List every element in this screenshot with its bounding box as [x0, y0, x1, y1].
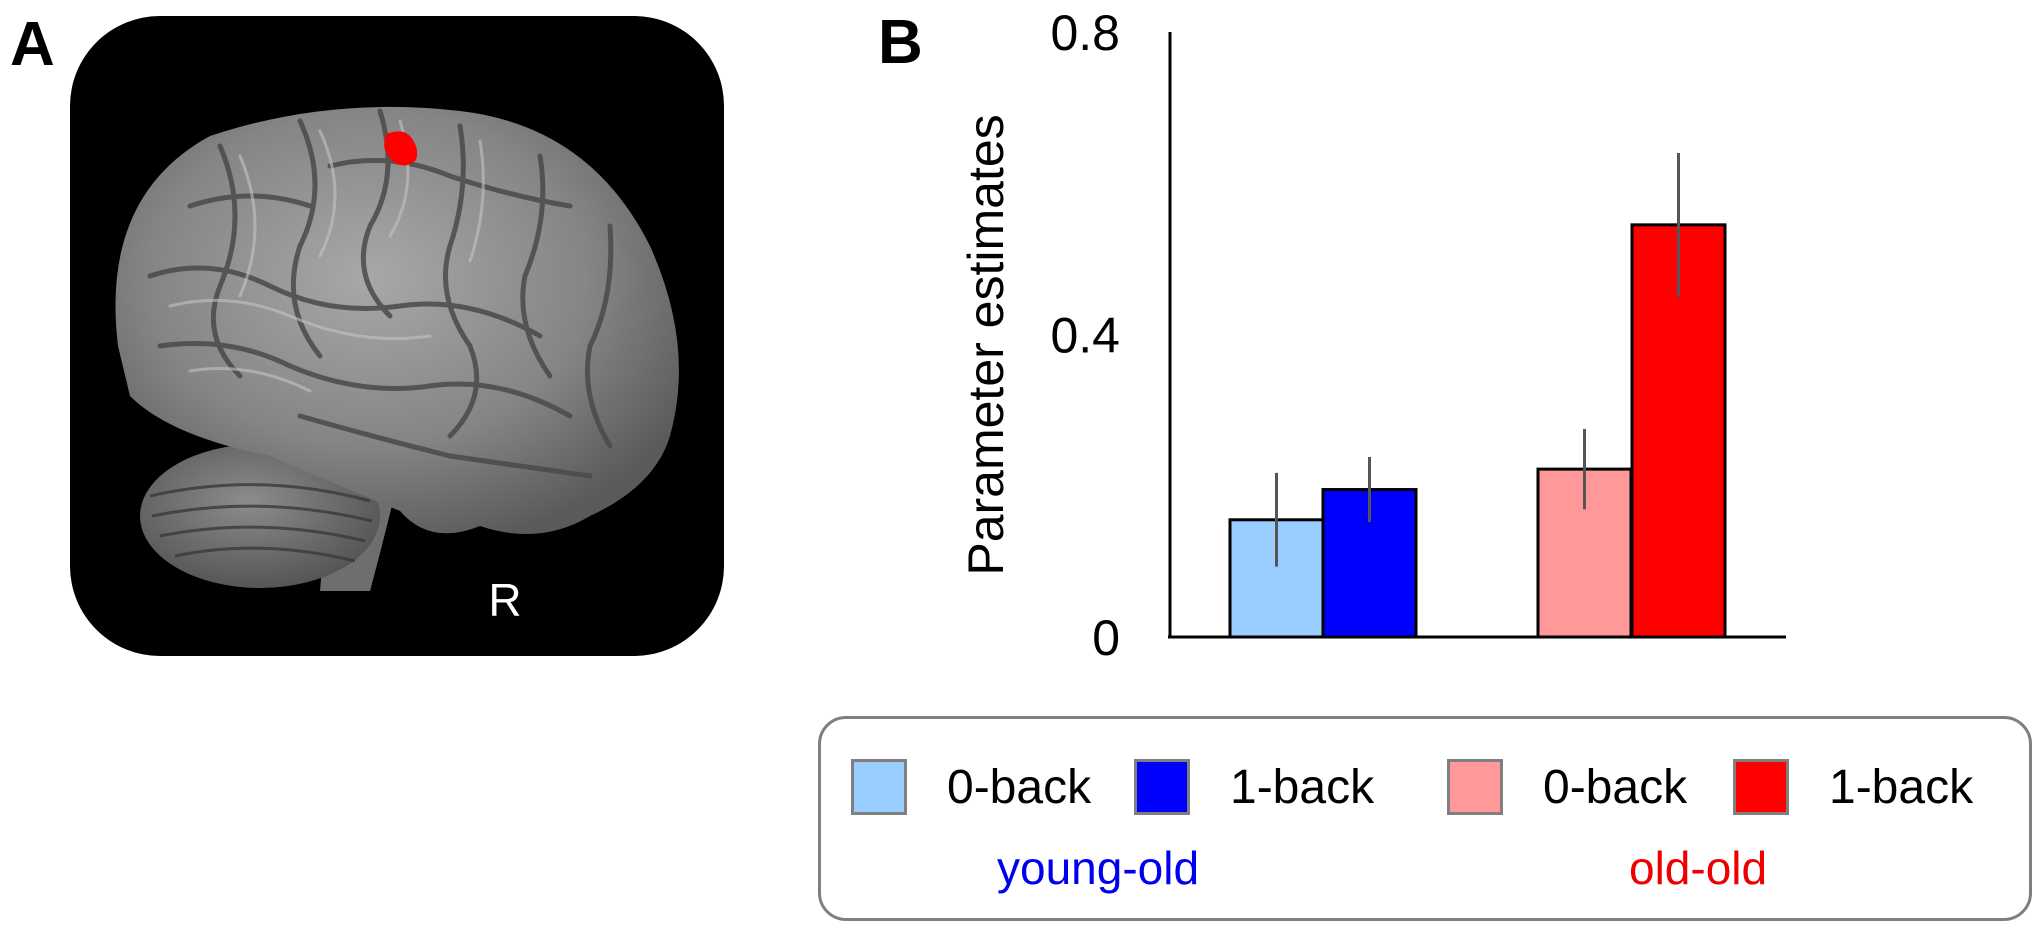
legend-label: 1-back: [1230, 760, 1375, 814]
hemisphere-label: R: [488, 574, 521, 626]
legend-swatch: [1733, 759, 1789, 815]
legend-swatch: [1447, 759, 1503, 815]
legend-group-old-old: old-old: [1629, 842, 1768, 894]
legend-item-old-1back: 1-back: [1733, 759, 1973, 815]
brain-render-panel: R: [70, 16, 724, 656]
legend-swatch: [851, 759, 907, 815]
panel-b-label: B: [878, 8, 923, 77]
cerebrum: [115, 106, 679, 534]
legend-item-young-0back: 0-back: [851, 759, 1091, 815]
brain-render: R: [70, 16, 724, 656]
y-tick-labels: 0 0.4 0.8: [1050, 5, 1120, 666]
legend: 0-back 1-back 0-back 1-back young-old ol…: [818, 716, 2032, 921]
legend-item-old-0back: 0-back: [1447, 759, 1687, 815]
y-tick-label: 0.4: [1050, 308, 1120, 364]
legend-item-young-1back: 1-back: [1134, 759, 1374, 815]
y-tick-label: 0.8: [1050, 5, 1120, 61]
bars: [1228, 223, 1727, 639]
legend-group-young-old: young-old: [997, 842, 1200, 894]
y-axis-label: Parameter estimates: [958, 114, 1014, 575]
activation-cluster: [384, 131, 418, 166]
y-tick-label: 0: [1092, 610, 1120, 666]
legend-label: 0-back: [1543, 760, 1688, 814]
panel-a-label: A: [10, 10, 55, 79]
bar-chart: 0 0.4 0.8 Parameter estimates: [958, 5, 1786, 666]
legend-label: 1-back: [1829, 760, 1974, 814]
legend-swatch: [1134, 759, 1190, 815]
legend-label: 0-back: [947, 760, 1092, 814]
error-bars: [1275, 153, 1680, 567]
